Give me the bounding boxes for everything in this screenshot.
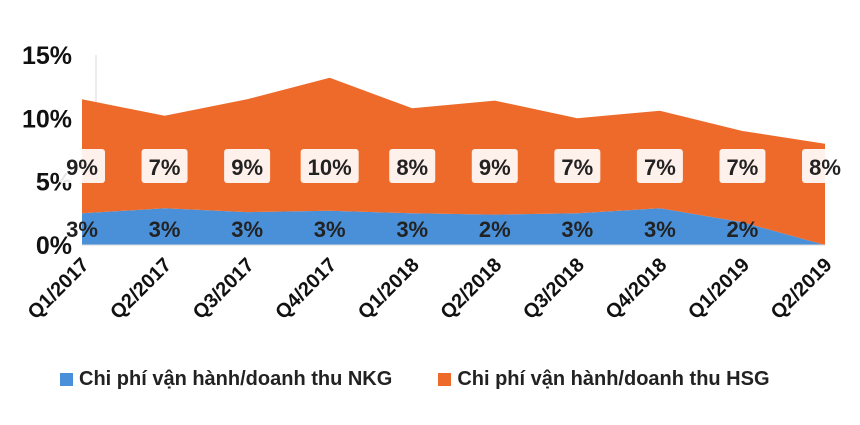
data-labels: 9% 7% 9% 10% 8% 9% 7% 7% 7% 8% 3% 3% 3% 3% 3% 2% 3% 3% 2% [59,149,848,242]
nkg-data-label: 3% [314,217,346,242]
nkg-data-label: 3% [66,217,98,242]
nkg-data-label: 3% [561,217,593,242]
area-series-hsg [82,77,825,245]
x-tick-label: Q2/2017 [106,254,176,324]
nkg-data-label: 2% [479,217,511,242]
hsg-label-box [389,149,436,183]
x-tick-label: Q2/2019 [767,254,837,324]
chart-areas [82,77,825,245]
x-tick-label: Q2/2018 [436,254,506,324]
hsg-label-box [141,149,188,183]
x-tick-label: Q1/2018 [354,254,424,324]
y-tick-label: 0% [36,232,72,260]
legend-item-hsg: Chi phí vận hành/doanh thu HSG [438,368,770,391]
legend: Chi phí vận hành/doanh thu NKG Chi phí v… [60,368,840,391]
hsg-label-box [471,149,518,183]
nkg-data-label: 3% [149,217,181,242]
x-tick-label: Q1/2017 [24,254,94,324]
hsg-data-label: 7% [149,155,181,180]
legend-label-hsg: Chi phí vận hành/doanh thu HSG [457,368,770,390]
nkg-data-label: 3% [644,217,676,242]
legend-item-nkg: Chi phí vận hành/doanh thu NKG [60,368,392,391]
legend-swatch-hsg [438,373,452,386]
x-tick-label: Q1/2019 [684,254,754,324]
x-tick-label: Q3/2018 [519,254,589,324]
hsg-data-label: 8% [396,155,428,180]
nkg-data-label: 2% [727,217,759,242]
x-axis: Q1/2017 Q2/2017 Q3/2017 Q4/2017 Q1/2018 Q2/20… [24,244,837,324]
hsg-data-label: 7% [644,155,676,180]
x-tick-label: Q4/2018 [602,254,672,324]
x-tick-label: Q4/2017 [271,254,341,324]
y-tick-label: 10% [22,105,72,133]
hsg-data-label: 7% [561,155,593,180]
hsg-data-label: 9% [66,155,98,180]
hsg-data-label: 9% [479,155,511,180]
x-tick-label: Q3/2017 [189,254,259,324]
nkg-data-label: 3% [396,217,428,242]
hsg-label-box [802,149,848,183]
hsg-data-label: 8% [809,155,841,180]
hsg-label-box [59,149,105,183]
hsg-data-label: 9% [231,155,263,180]
hsg-label-box [224,149,271,183]
hsg-label-box [554,149,601,183]
nkg-data-label: 3% [231,217,263,242]
hsg-label-box [719,149,766,183]
legend-label-nkg: Chi phí vận hành/doanh thu NKG [79,368,393,390]
hsg-label-box [300,149,359,183]
y-tick-label: 15% [22,42,72,70]
area-series-nkg [82,208,825,245]
legend-swatch-nkg [60,373,73,386]
hsg-data-label: 10% [308,155,352,180]
hsg-data-label: 7% [727,155,759,180]
hsg-label-box [636,149,683,183]
